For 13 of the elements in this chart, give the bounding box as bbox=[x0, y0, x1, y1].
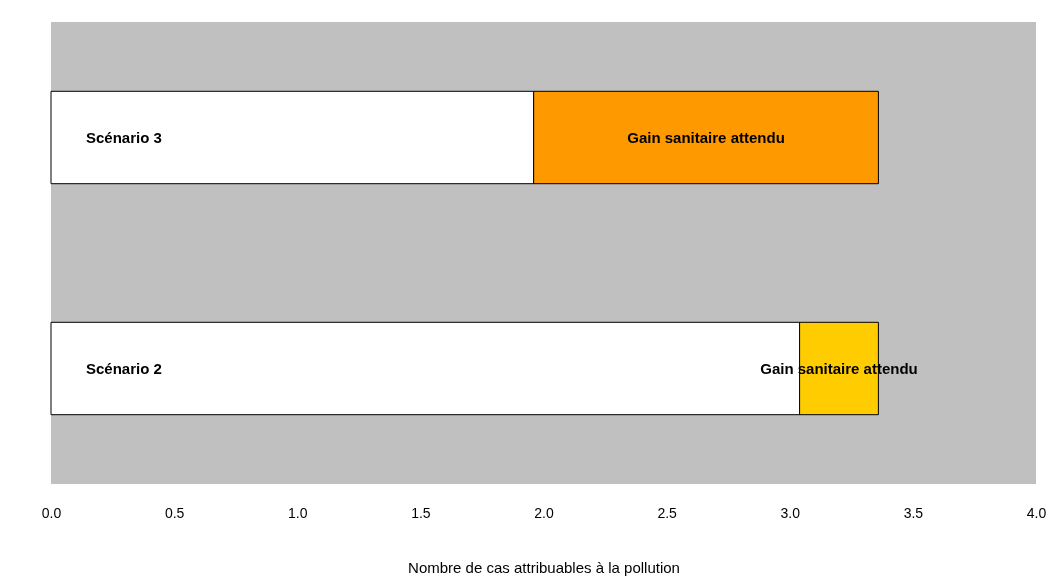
y-tick-label: Scénario 3 bbox=[86, 128, 162, 146]
x-tick-label: 4.0 bbox=[1026, 504, 1047, 521]
x-axis-title: Nombre de cas attribuables à la pollution bbox=[408, 558, 680, 576]
x-tick-label: 1.0 bbox=[288, 504, 308, 521]
y-tick-label: Scénario 2 bbox=[86, 359, 162, 377]
x-tick-label: 2.5 bbox=[657, 504, 678, 521]
x-tick-label: 2.0 bbox=[534, 504, 554, 521]
x-tick-label: 1.5 bbox=[411, 504, 431, 521]
series-label: Gain sanitaire attendu bbox=[627, 128, 785, 146]
x-tick-label: 3.0 bbox=[780, 504, 801, 521]
x-tick-label: 0.5 bbox=[164, 504, 185, 521]
x-tick-label: 0.0 bbox=[41, 504, 62, 521]
x-tick-label: 3.5 bbox=[903, 504, 924, 521]
